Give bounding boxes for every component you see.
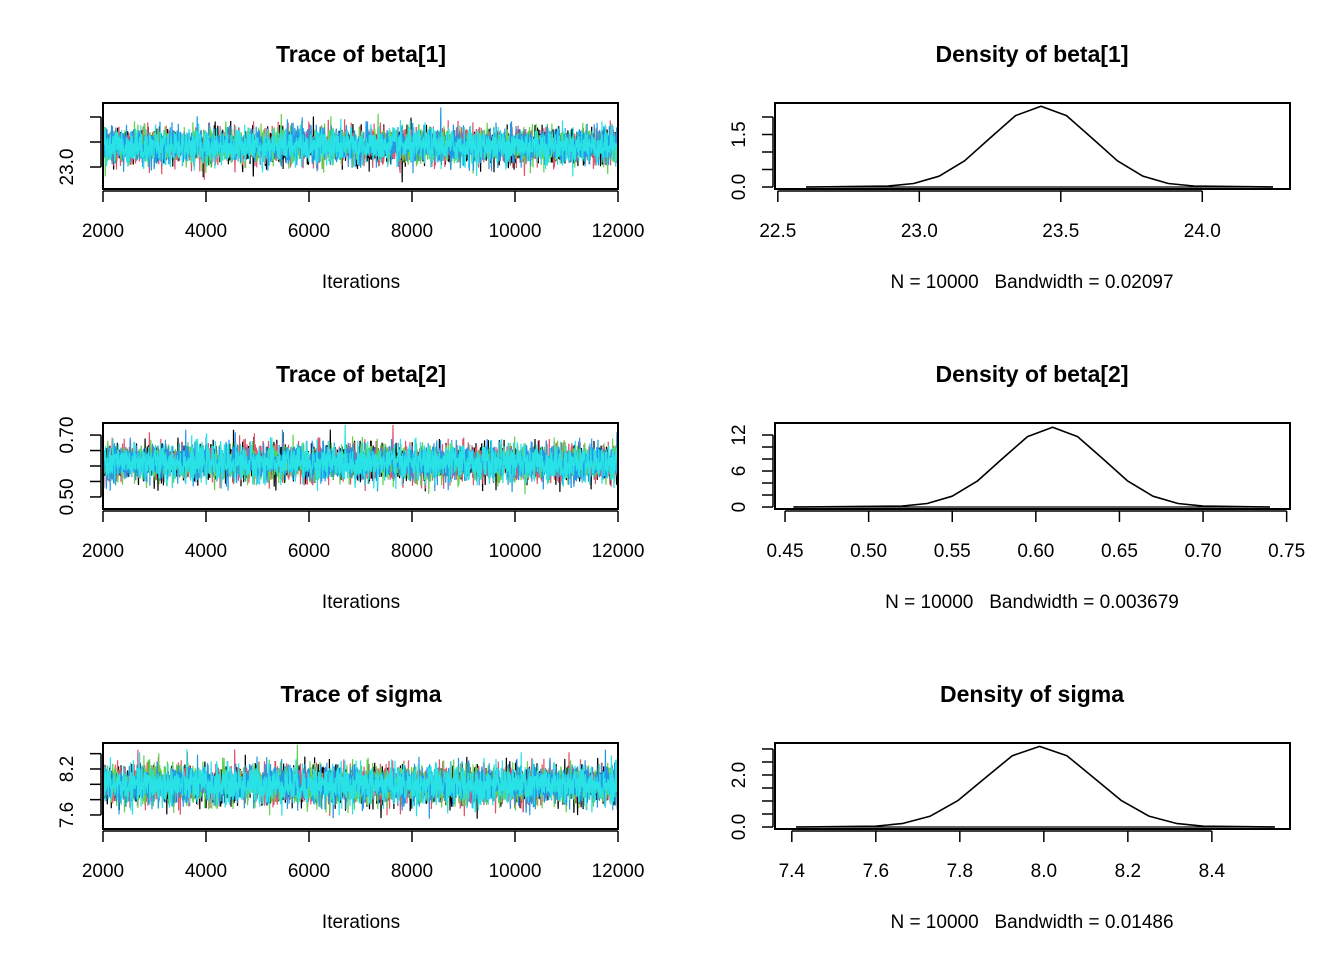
x-tick-label: 12000 [592, 541, 645, 562]
x-axis: 2000 4000 6000 8000 10000 12000 [82, 830, 645, 882]
trace-plot: Trace of beta[2] 2000 4000 6000 8000 10000 120… [57, 361, 644, 613]
x-tick-label: 7.6 [863, 861, 889, 882]
y-tick-label: 0.0 [729, 814, 750, 840]
plot-frame [774, 422, 1291, 510]
density-curve [795, 745, 1275, 828]
x-tick-label: 8.4 [1199, 861, 1226, 882]
x-tick-label: 10000 [489, 541, 542, 562]
x-tick-label: 7.8 [947, 861, 973, 882]
y-tick-label: 0 [729, 502, 750, 513]
x-tick-label: 8000 [391, 861, 433, 882]
y-tick-label: 8.2 [57, 756, 78, 782]
trace-chain-line [102, 749, 619, 817]
plot-title: Density of beta[1] [936, 41, 1129, 67]
density-curve [806, 105, 1274, 188]
trace-chain-line [102, 424, 619, 492]
y-axis: 0.0 1.5 [729, 116, 774, 200]
x-tick-label: 0.75 [1268, 541, 1305, 562]
x-tick-label: 7.4 [779, 861, 806, 882]
x-tick-label: 8.2 [1115, 861, 1141, 882]
y-axis: 23.0 [57, 116, 102, 186]
trace-chains [102, 107, 619, 183]
plot-frame [102, 102, 619, 190]
density-plot: Density of beta[1] 22.5 23.0 23.5 24.0 N = 10… [729, 41, 1291, 293]
x-axis-label: N = 10000 Bandwidth = 0.01486 [890, 912, 1173, 933]
x-tick-label: 0.70 [1185, 541, 1222, 562]
trace-chain-line [102, 118, 619, 177]
x-tick-label: 12000 [592, 861, 645, 882]
x-tick-label: 0.45 [767, 541, 804, 562]
x-tick-label: 10000 [489, 861, 542, 882]
x-axis: 0.45 0.50 0.55 0.60 0.65 0.70 0.75 [767, 510, 1305, 562]
x-tick-label: 6000 [288, 861, 330, 882]
y-axis: 0.50 0.70 [57, 417, 102, 515]
trace-chains [102, 424, 619, 495]
y-tick-label: 0.70 [57, 417, 78, 454]
x-tick-label: 8000 [391, 221, 433, 242]
plot-title: Density of beta[2] [936, 361, 1129, 387]
x-tick-label: 6000 [288, 221, 330, 242]
density-plot: Density of beta[2]0.45 0.50 0.55 0.60 0.65 0.… [729, 361, 1305, 613]
y-tick-label: 1.5 [729, 121, 750, 147]
x-tick-label: 4000 [185, 541, 227, 562]
density-curve [793, 426, 1270, 508]
x-axis-label: Iterations [322, 912, 400, 933]
x-tick-label: 22.5 [759, 221, 796, 242]
x-tick-label: 2000 [82, 541, 124, 562]
y-tick-label: 0.50 [57, 478, 78, 515]
plot-frame [774, 742, 1291, 830]
x-tick-label: 0.65 [1101, 541, 1138, 562]
trace-plot: Trace of beta[1] 2000 4000 6000 8000 10000 120… [57, 41, 644, 293]
x-tick-label: 2000 [82, 221, 124, 242]
trace-plot: Trace of sigma 2000 4000 6000 8000 10000 12000… [57, 681, 644, 933]
x-tick-label: 0.50 [850, 541, 887, 562]
x-tick-label: 2000 [82, 861, 124, 882]
y-axis: 0.0 2.0 [729, 748, 774, 840]
x-axis: 2000 4000 6000 8000 10000 12000 [82, 510, 645, 562]
plot-title: Trace of sigma [280, 681, 441, 707]
x-tick-label: 6000 [288, 541, 330, 562]
plot-title: Density of sigma [940, 681, 1124, 707]
density-plot: Density of sigma 7.4 7.6 7.8 8.0 8.2 8.4 N = 10… [729, 681, 1291, 933]
y-tick-label: 7.6 [57, 802, 78, 828]
x-tick-label: 4000 [185, 861, 227, 882]
plot-frame [774, 102, 1291, 190]
x-tick-label: 0.55 [934, 541, 971, 562]
plot-frame [102, 742, 619, 830]
x-tick-label: 8000 [391, 541, 433, 562]
y-tick-label: 23.0 [57, 149, 78, 186]
x-axis-label: Iterations [322, 592, 400, 613]
x-tick-label: 0.60 [1017, 541, 1054, 562]
plot-frame [102, 422, 619, 510]
y-tick-label: 2.0 [729, 762, 750, 788]
x-tick-label: 10000 [489, 221, 542, 242]
x-tick-label: 24.0 [1184, 221, 1221, 242]
x-tick-label: 23.0 [901, 221, 938, 242]
x-axis-label: N = 10000 Bandwidth = 0.02097 [890, 272, 1173, 293]
y-tick-label: 0.0 [729, 174, 750, 200]
x-axis: 2000 4000 6000 8000 10000 12000 [82, 190, 645, 242]
x-axis: 7.4 7.6 7.8 8.0 8.2 8.4 [779, 830, 1226, 882]
trace-chains [102, 744, 619, 819]
x-tick-label: 12000 [592, 221, 645, 242]
x-tick-label: 23.5 [1042, 221, 1079, 242]
x-axis: 22.5 23.0 23.5 24.0 [759, 190, 1221, 242]
y-tick-label: 6 [729, 466, 750, 477]
x-axis-label: Iterations [322, 272, 400, 293]
x-axis-label: N = 10000 Bandwidth = 0.003679 [885, 592, 1179, 613]
x-tick-label: 8.0 [1031, 861, 1057, 882]
x-tick-label: 4000 [185, 221, 227, 242]
plot-title: Trace of beta[1] [276, 41, 446, 67]
y-tick-label: 12 [729, 424, 750, 445]
y-axis: 0 6 12 [729, 424, 774, 513]
y-axis: 7.6 8.2 [57, 752, 102, 828]
plot-title: Trace of beta[2] [276, 361, 446, 387]
